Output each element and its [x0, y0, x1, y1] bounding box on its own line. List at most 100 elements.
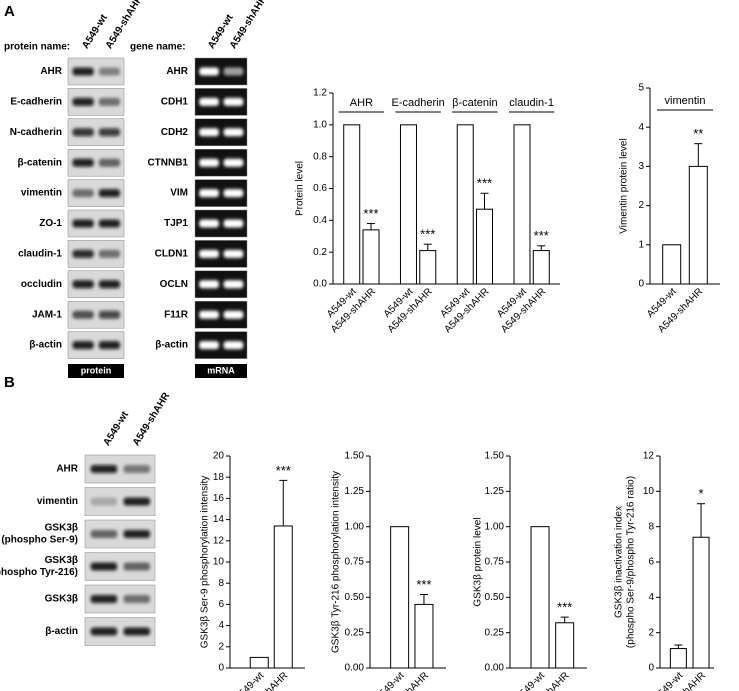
blot-band — [123, 595, 151, 603]
y-tick-label: 1.2 — [313, 88, 327, 99]
y-tick-label: 2 — [218, 641, 224, 652]
y-tick-label: 16 — [213, 493, 225, 504]
blot-band — [223, 280, 244, 289]
blot-row-label: β-actin — [45, 626, 78, 637]
blot-band — [98, 128, 121, 137]
blot-row-label: vimentin — [21, 188, 62, 199]
lane-label: A549-shAHR — [131, 390, 173, 448]
y-axis-label: GSK3β Ser-9 phosphorylation intensity — [200, 476, 211, 649]
blot-row-label: occludin — [21, 279, 62, 290]
y-tick-label: 0.00 — [345, 663, 365, 674]
blot-band — [123, 530, 151, 538]
blot-band — [98, 341, 121, 350]
y-tick-label: 0.25 — [345, 627, 365, 638]
y-tick-label: 8 — [218, 578, 224, 589]
bar — [662, 244, 682, 285]
y-tick-label: 1.00 — [345, 521, 365, 532]
y-tick-label: 1.0 — [313, 119, 327, 130]
blot-band — [123, 562, 151, 571]
y-tick-label: 1.00 — [485, 521, 505, 532]
significance: *** — [534, 228, 549, 243]
y-tick-label: 0.50 — [485, 592, 505, 603]
blot-footer: protein — [81, 365, 112, 375]
y-tick-label: 1 — [638, 239, 644, 250]
y-tick-label: 6 — [648, 557, 654, 568]
blot-band — [199, 341, 219, 350]
blot-band — [90, 530, 118, 538]
blot-band — [90, 562, 118, 571]
group-label: claudin-1 — [509, 97, 554, 109]
y-tick-label: 5 — [638, 83, 644, 94]
blot-row-label: AHR — [166, 66, 188, 77]
significance: *** — [416, 577, 431, 592]
panel-label: A — [4, 3, 15, 20]
blot-band — [223, 67, 244, 76]
blot-band — [223, 158, 244, 167]
blot-band — [98, 280, 121, 289]
y-tick-label: 0.2 — [313, 247, 327, 258]
blot-row-label: F11R — [164, 309, 189, 320]
y-tick-label: 0 — [648, 663, 654, 674]
bar — [273, 525, 293, 669]
y-axis-label: GSK3β protein level — [473, 517, 484, 606]
y-tick-label: 2 — [638, 200, 644, 211]
y-tick-label: 6 — [218, 599, 224, 610]
y-tick-label: 0.75 — [345, 557, 365, 568]
y-tick-label: 8 — [648, 521, 654, 532]
blot-row-label: CTNNB1 — [147, 157, 188, 168]
blot-row-label: (phospho Tyr-216) — [0, 567, 78, 578]
blot-band — [123, 465, 151, 473]
y-tick-label: 0 — [638, 279, 644, 290]
blot-band — [72, 280, 94, 289]
blot-band — [90, 465, 118, 473]
y-tick-label: 10 — [213, 557, 225, 568]
bar — [688, 165, 708, 285]
blot-row-label: claudin-1 — [18, 249, 62, 260]
bar — [399, 124, 417, 285]
bar — [513, 124, 531, 285]
bar — [362, 229, 380, 285]
blot-row-label: GSK3β — [45, 523, 78, 534]
blot-row-label: β-actin — [29, 340, 62, 351]
blot-row-label: (phospho Ser-9) — [1, 535, 78, 546]
blot-band — [72, 67, 94, 76]
blot-band — [72, 219, 94, 228]
y-tick-label: 0.75 — [485, 557, 505, 568]
blot-band — [199, 219, 219, 228]
blot-row-label: vimentin — [37, 496, 78, 507]
y-tick-label: 4 — [638, 122, 644, 133]
blot-band — [123, 497, 151, 506]
y-tick-label: 12 — [643, 451, 655, 462]
y-tick-label: 12 — [213, 535, 225, 546]
blot-row-label: AHR — [40, 66, 62, 77]
blot-band — [98, 97, 121, 106]
lane-label: A549-wt — [101, 409, 131, 448]
blot-header: gene name: — [130, 42, 186, 53]
significance: * — [699, 486, 704, 501]
bar — [343, 124, 361, 285]
blot-band — [72, 128, 94, 137]
blot-band — [98, 219, 121, 228]
blot-row-label: CDH2 — [161, 127, 189, 138]
blot-band — [90, 497, 118, 506]
significance: *** — [477, 176, 492, 191]
blot-band — [199, 67, 219, 76]
y-tick-label: 4 — [218, 620, 224, 631]
significance: *** — [363, 206, 378, 221]
blot-row-label: OCLN — [160, 279, 188, 290]
significance: *** — [276, 463, 291, 478]
y-tick-label: 10 — [643, 486, 655, 497]
y-tick-label: 1.25 — [485, 486, 505, 497]
blot-band — [72, 310, 94, 319]
blot-footer-box — [68, 364, 124, 378]
blot-footer-box — [195, 364, 247, 378]
y-axis-label: GSK3β Tyr-216 phosphorylation intensity — [331, 471, 342, 653]
panel-label: B — [4, 374, 15, 391]
y-tick-label: 1.25 — [345, 486, 365, 497]
blot-band — [199, 310, 219, 319]
blot-row-label: JAM-1 — [32, 309, 62, 320]
bar — [249, 656, 269, 669]
blot-header: protein name: — [4, 42, 70, 53]
blot-band — [223, 97, 244, 106]
